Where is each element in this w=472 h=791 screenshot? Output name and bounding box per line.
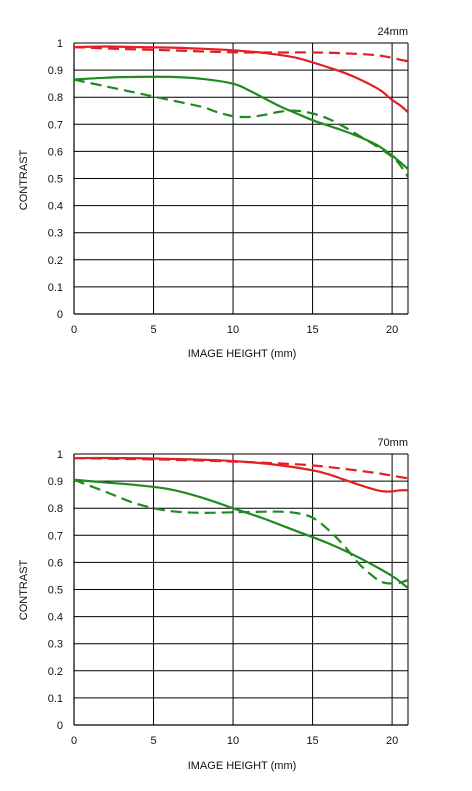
chart-70mm-x-tick-label: 0 [71, 735, 77, 747]
chart-70mm-focal-label: 70mm [377, 437, 408, 449]
chart-24mm-y-tick-label: 1 [57, 38, 63, 50]
chart-24mm-y-tick-label: 0.5 [48, 174, 63, 186]
chart-24mm-series-red-solid-line [74, 45, 408, 113]
chart-24mm-x-axis-title: IMAGE HEIGHT (mm) [188, 348, 297, 360]
chart-24mm-y-tick-label: 0.1 [48, 282, 63, 294]
chart-24mm: 24mm CONTRAST IMAGE HEIGHT (mm) 0 0.1 0.2 0… [18, 26, 409, 360]
chart-70mm-y-tick-label: 0 [57, 720, 63, 732]
chart-24mm-focal-label: 24mm [377, 26, 408, 38]
chart-24mm-x-tick-label: 5 [150, 324, 156, 336]
chart-70mm-y-tick-label: 0.5 [48, 585, 63, 597]
chart-70mm-y-tick-label: 1 [57, 449, 63, 461]
chart-70mm-y-axis-title: CONTRAST [18, 559, 30, 620]
chart-24mm-x-tick-label: 15 [306, 324, 318, 336]
chart-70mm-series-red-solid-line [74, 456, 408, 493]
chart-70mm-y-tick-label: 0.9 [48, 476, 63, 488]
chart-70mm-series-green-dashed-line [74, 478, 408, 585]
chart-24mm-y-tick-label: 0.6 [48, 146, 63, 158]
chart-24mm-series-green-solid-line [74, 75, 408, 170]
chart-24mm-y-axis-title: CONTRAST [18, 149, 30, 210]
chart-70mm-x-tick-label: 15 [306, 735, 318, 747]
chart-24mm-y-tick-label: 0.2 [48, 255, 63, 267]
chart-24mm-y-tick-label: 0.8 [48, 92, 63, 104]
chart-24mm-series-red-dashed-line [74, 46, 408, 63]
chart-70mm-series-green-solid-line [74, 478, 408, 589]
chart-70mm-x-tick-label: 10 [227, 735, 239, 747]
chart-70mm: 70mm CONTRAST IMAGE HEIGHT (mm) 0 0.1 0.2 0… [18, 437, 409, 772]
chart-70mm-y-tick-label: 0.4 [48, 612, 63, 624]
chart-70mm-y-tick-label: 0.7 [48, 530, 63, 542]
chart-24mm-y-tick-label: 0.3 [48, 228, 63, 240]
chart-24mm-y-tick-label: 0.4 [48, 201, 63, 213]
chart-70mm-x-axis-title: IMAGE HEIGHT (mm) [188, 760, 297, 772]
chart-24mm-y-tick-label: 0.9 [48, 65, 63, 77]
chart-70mm-y-tick-label: 0.6 [48, 557, 63, 569]
chart-70mm-x-tick-label: 5 [150, 735, 156, 747]
chart-24mm-y-tick-label: 0.7 [48, 119, 63, 131]
chart-24mm-x-tick-label: 10 [227, 324, 239, 336]
chart-70mm-grid [73, 453, 409, 726]
chart-70mm-y-tick-label: 0.1 [48, 693, 63, 705]
chart-70mm-y-tick-label: 0.8 [48, 503, 63, 515]
chart-24mm-grid [73, 42, 409, 315]
chart-24mm-y-tick-label: 0 [57, 309, 63, 321]
chart-70mm-x-tick-label: 20 [386, 735, 398, 747]
chart-24mm-series-green-dashed-line [74, 78, 408, 178]
chart-70mm-y-tick-label: 0.3 [48, 639, 63, 651]
chart-24mm-x-tick-label: 20 [386, 324, 398, 336]
chart-70mm-y-tick-label: 0.2 [48, 666, 63, 678]
chart-70mm-series-red-dashed-line [74, 457, 408, 480]
chart-24mm-x-tick-label: 0 [71, 324, 77, 336]
